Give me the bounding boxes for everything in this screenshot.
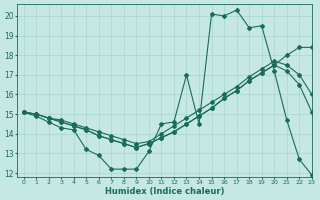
X-axis label: Humidex (Indice chaleur): Humidex (Indice chaleur) [105,187,224,196]
